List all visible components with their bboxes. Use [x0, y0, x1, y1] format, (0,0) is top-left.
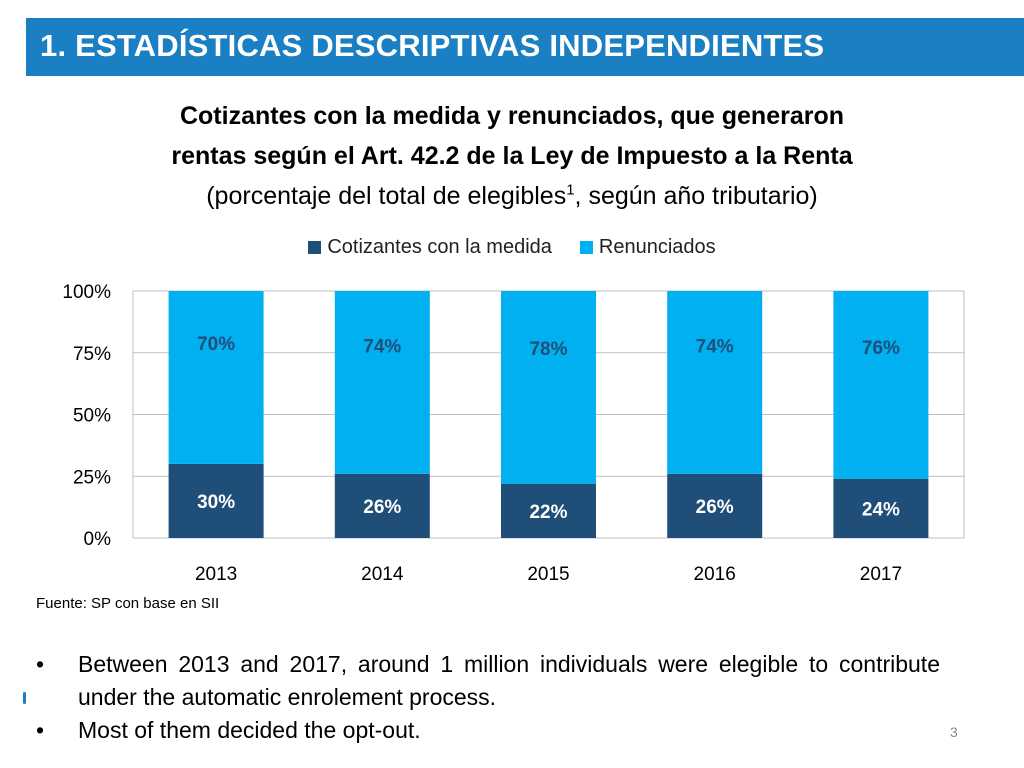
data-label: 78% [529, 339, 567, 360]
slide-title: 1. ESTADÍSTICAS DESCRIPTIVAS INDEPENDIEN… [40, 28, 825, 63]
data-label: 26% [696, 497, 734, 518]
chart-title-line-3: (porcentaje del total de elegibles1, seg… [0, 176, 1024, 216]
header-bar: 1. ESTADÍSTICAS DESCRIPTIVAS INDEPENDIEN… [26, 18, 1024, 76]
bar-segment [501, 291, 596, 484]
x-tick-label: 2017 [860, 564, 902, 585]
bullet-symbol: • [36, 651, 45, 677]
data-label: 74% [696, 337, 734, 358]
stacked-bar-chart: 0% 25% 50% 75% 100% 30% 70% 2013 26% 74% 2014 22% 78… [62, 282, 965, 585]
bar-segment [833, 478, 929, 538]
y-tick-label: 50% [73, 406, 111, 427]
legend-item-renunciados: Renunciados [579, 236, 716, 259]
page-number: 3 [950, 724, 958, 740]
legend-label-renunciados: Renunciados [598, 236, 716, 258]
chart-legend: Cotizantes con la medida Renunciados [0, 236, 1024, 259]
chart-title-line-1: Cotizantes con la medida y renunciados, … [179, 102, 845, 130]
bar-segment [168, 291, 264, 464]
bar-segment [501, 483, 596, 538]
y-tick-label: 0% [84, 529, 112, 550]
bar-segment [833, 291, 929, 479]
bullet-item: • Most of them decided the opt-out. [36, 714, 940, 747]
legend-label-cotizantes: Cotizantes con la medida [327, 236, 552, 258]
x-tick-label: 2015 [527, 564, 569, 585]
y-tick-label: 100% [62, 282, 111, 303]
data-label: 30% [197, 492, 235, 513]
y-tick-label: 25% [73, 467, 111, 488]
bar-segment [667, 291, 763, 474]
y-tick-label: 75% [73, 344, 111, 365]
bar-segment [168, 463, 264, 538]
x-tick-label: 2013 [195, 564, 237, 585]
chart-title: Cotizantes con la medida y renunciados, … [0, 96, 1024, 216]
footnote-marker: 1 [566, 181, 575, 199]
chart-subtitle-prefix: (porcentaje del total de elegibles [206, 182, 567, 210]
bullet-item: • Between 2013 and 2017, around 1 millio… [36, 648, 940, 714]
chart-title-line-2: rentas según el Art. 42.2 de la Ley de I… [171, 142, 853, 170]
bullet-list: • Between 2013 and 2017, around 1 millio… [36, 648, 940, 747]
legend-swatch-cotizantes [308, 241, 322, 254]
data-label: 70% [197, 334, 235, 355]
side-marker [23, 692, 26, 704]
x-tick-label: 2014 [361, 564, 404, 585]
chart-subtitle-suffix: , según año tributario) [574, 182, 818, 210]
data-label: 22% [529, 502, 567, 523]
x-tick-label: 2016 [694, 564, 736, 585]
source-note: Fuente: SP con base en SII [36, 595, 220, 612]
data-label: 26% [363, 497, 401, 518]
legend-item-cotizantes: Cotizantes con la medida [308, 236, 552, 259]
bar-segment [667, 473, 763, 538]
data-label: 74% [363, 337, 401, 358]
bullet-text: Between 2013 and 2017, around 1 million … [78, 651, 940, 710]
bullet-text: Most of them decided the opt-out. [78, 717, 421, 743]
bullet-symbol: • [36, 717, 45, 743]
data-label: 76% [862, 338, 900, 359]
data-label: 24% [862, 499, 900, 520]
bar-segment [334, 473, 430, 538]
legend-swatch-renunciados [579, 241, 593, 254]
bar-segment [334, 291, 430, 474]
